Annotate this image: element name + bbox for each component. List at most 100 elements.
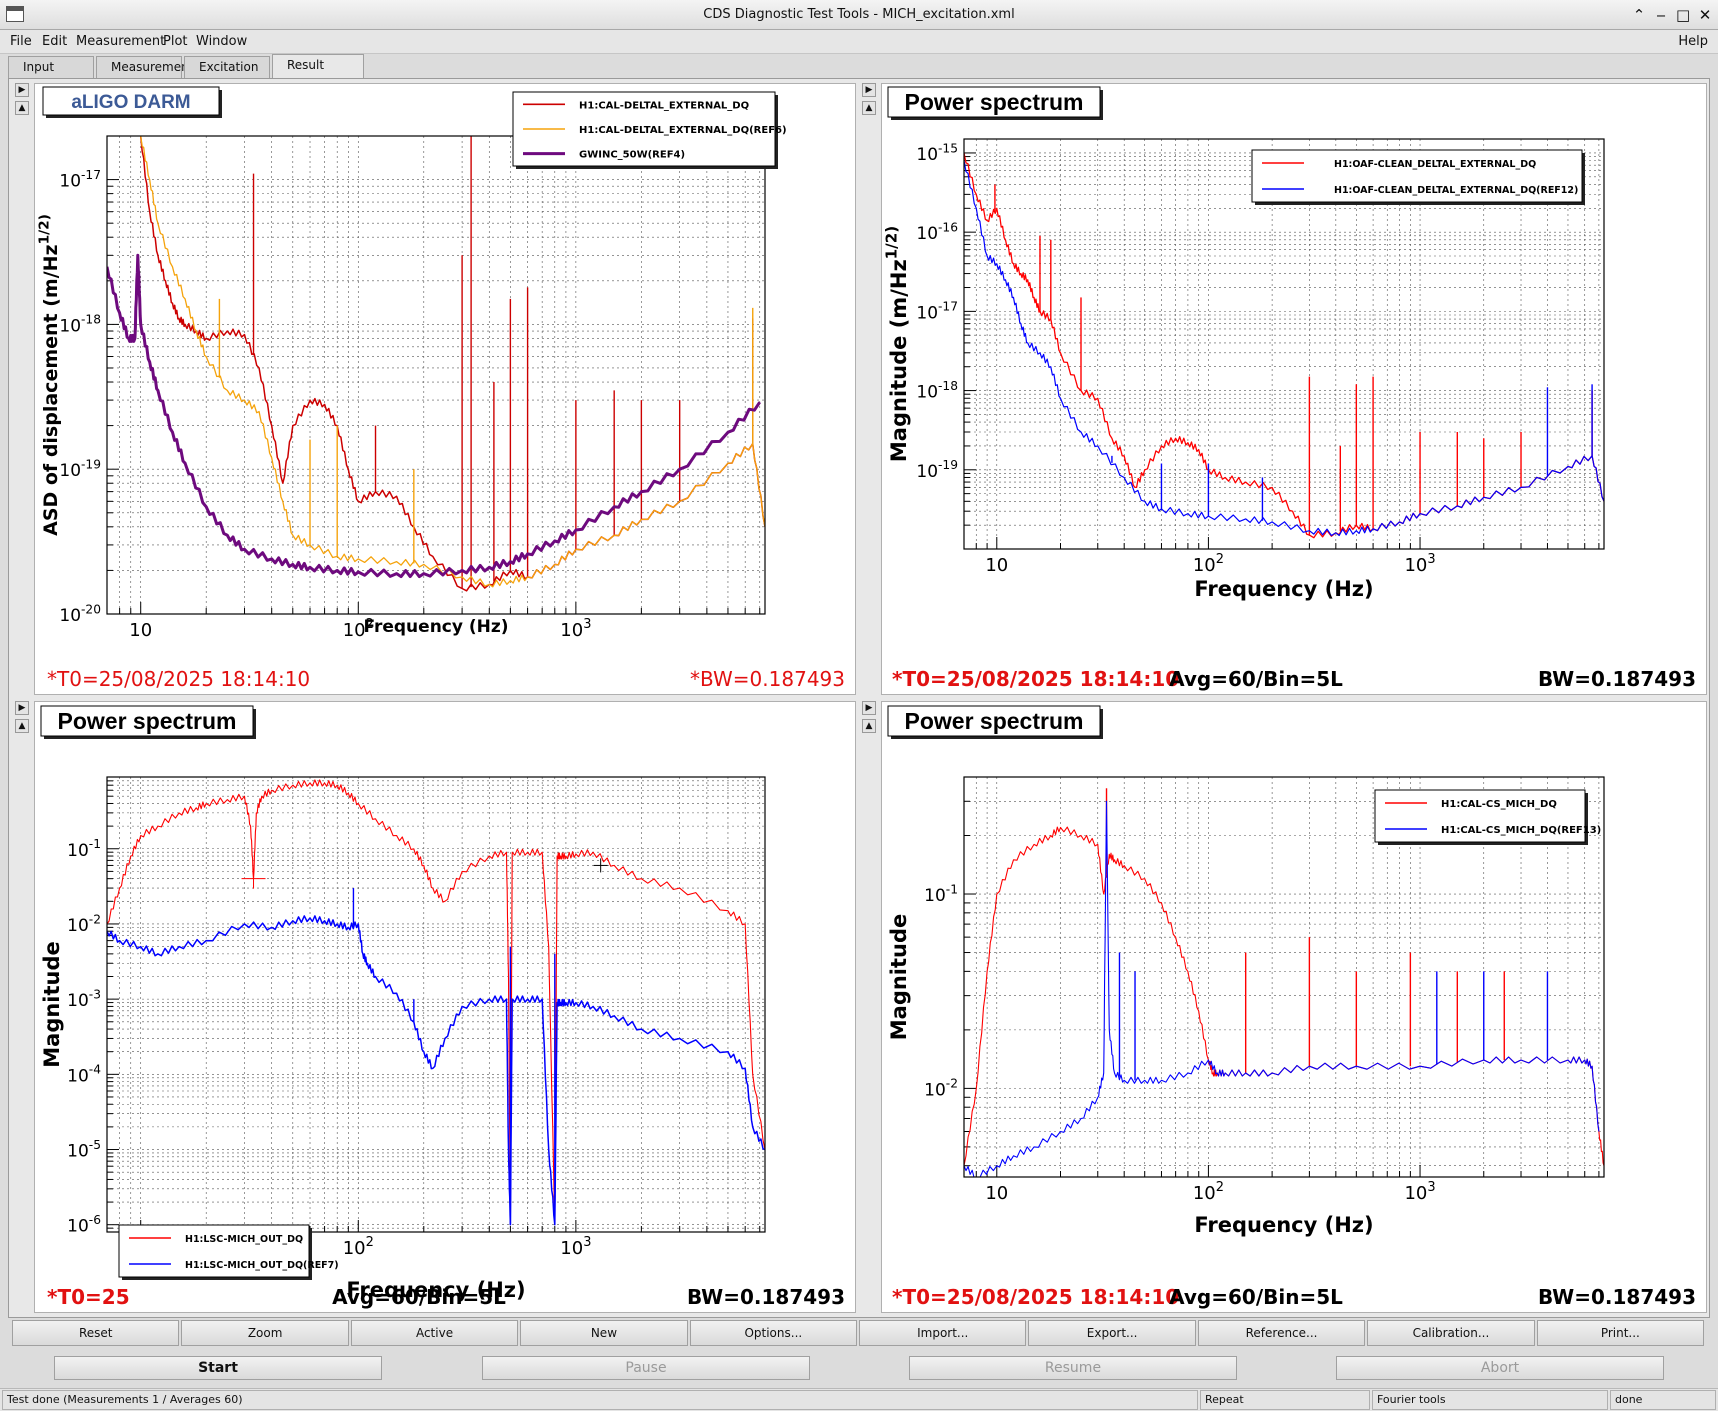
chart-power-spectrum-2[interactable]: 102 103 10-1 10-2 10-3 10-4 10-5 10-6 Frequency … <box>35 702 855 1312</box>
y-axis-label: Magnitude (m/Hz1/2) <box>883 226 911 462</box>
info-averages: Avg=60/Bin=5L <box>1169 1285 1343 1309</box>
x-tick-label: 102 <box>1193 1180 1224 1204</box>
legend-label: H1:OAF-CLEAN_DELTAL_EXTERNAL_DQ <box>1334 159 1536 170</box>
plot-frame <box>106 135 766 615</box>
x-tick-label: 102 <box>343 1235 374 1259</box>
x-tick-label: 103 <box>1404 552 1435 576</box>
scroll-arrow-icon[interactable]: ▲ <box>862 101 876 115</box>
maximize-icon[interactable]: □ <box>1676 6 1691 24</box>
legend-label: H1:CAL-CS_MICH_DQ(REF13) <box>1441 825 1601 836</box>
y-tick-label: 10-17 <box>916 300 958 324</box>
export-button[interactable]: Export... <box>1028 1320 1196 1346</box>
title-box <box>40 705 254 737</box>
tab-input[interactable]: Input <box>8 56 94 78</box>
x-tick-label: 10 <box>985 1183 1008 1204</box>
pause-button[interactable]: Pause <box>482 1356 810 1380</box>
chart-power-spectrum-1[interactable]: 10 102 103 10-15 10-16 10-17 10-18 10-19 Frequen… <box>882 84 1706 694</box>
active-button[interactable]: Active <box>350 1320 519 1346</box>
plot-pane-3: 102 103 10-1 10-2 10-3 10-4 10-5 10-6 Frequency … <box>34 701 856 1313</box>
reset-button[interactable]: Reset <box>12 1320 180 1346</box>
reference-button[interactable]: Reference... <box>1197 1320 1366 1346</box>
scroll-arrow-icon[interactable]: ▲ <box>15 719 29 733</box>
title-box <box>887 705 1101 737</box>
status-tool: Fourier tools <box>1372 1390 1608 1410</box>
series-line <box>964 160 1604 537</box>
legend-label: H1:LSC-MICH_OUT_DQ <box>185 1234 303 1245</box>
y-tick-label: 10-1 <box>67 837 101 861</box>
info-bandwidth: BW=0.187493 <box>1538 1285 1696 1309</box>
plot-button-row: Reset Zoom Active New Options... Import.… <box>12 1320 1706 1348</box>
menu-measurement[interactable]: Measurement <box>76 34 166 49</box>
close-icon[interactable]: ✕ <box>1698 6 1712 24</box>
x-tick-label: 10 <box>129 620 152 641</box>
measurement-control-row: Start Pause Resume Abort <box>12 1352 1706 1384</box>
import-button[interactable]: Import... <box>859 1320 1027 1346</box>
menu-edit[interactable]: Edit <box>42 34 68 49</box>
y-tick-label: 10-20 <box>59 602 101 626</box>
info-bandwidth: *BW=0.187493 <box>690 667 845 691</box>
tab-measurement[interactable]: Measurement <box>96 56 193 78</box>
print-button[interactable]: Print... <box>1536 1320 1705 1346</box>
x-tick-label: 103 <box>560 1235 591 1259</box>
start-button[interactable]: Start <box>54 1356 382 1380</box>
minimize-icon[interactable]: ‒ <box>1656 6 1666 24</box>
scroll-arrow-icon[interactable]: ▲ <box>862 719 876 733</box>
info-t0: *T0=25/08/2025 18:14:10 <box>47 667 310 691</box>
abort-button[interactable]: Abort <box>1336 1356 1664 1380</box>
zoom-button[interactable]: Zoom <box>181 1320 349 1346</box>
info-t0: *T0=25 <box>47 1285 130 1309</box>
title-box <box>887 86 1101 118</box>
series-3 <box>107 253 761 579</box>
collapse-icon[interactable]: ⌃ <box>1632 6 1646 24</box>
status-bar: Test done (Measurements 1 / Averages 60)… <box>0 1388 1718 1411</box>
info-averages: Avg=60/Bin=5L <box>332 1285 506 1309</box>
y-tick-label: 10-17 <box>59 168 101 192</box>
series-2 <box>140 136 765 588</box>
y-tick-label: 10-2 <box>67 912 101 936</box>
grid <box>106 776 765 1233</box>
new-button[interactable]: New <box>520 1320 688 1346</box>
expand-arrow-icon[interactable]: ▶ <box>15 83 29 97</box>
status-state: done <box>1610 1390 1716 1410</box>
plot-area <box>964 139 1604 549</box>
series-2 <box>107 888 765 1226</box>
info-t0: *T0=25/08/2025 18:14:10 <box>892 667 1179 691</box>
series-line <box>107 253 761 579</box>
plot-pane-4: 10 102 103 10-1 10-2 Frequency (Hz) Magnitude P… <box>881 701 1707 1313</box>
y-tick-label: 10-5 <box>67 1138 101 1162</box>
legend-label: H1:OAF-CLEAN_DELTAL_EXTERNAL_DQ(REF12) <box>1334 185 1578 196</box>
y-tick-label: 10-16 <box>916 221 958 245</box>
y-tick-label: 10-6 <box>67 1213 101 1237</box>
y-axis-label: ASD of displacement (m/Hz1/2) <box>36 214 62 536</box>
chart-title: Power spectrum <box>905 708 1084 734</box>
resume-button[interactable]: Resume <box>909 1356 1237 1380</box>
y-axis-label: Magnitude <box>887 914 911 1041</box>
x-axis-label: Frequency (Hz) <box>1194 577 1373 601</box>
menu-file[interactable]: File <box>10 34 32 49</box>
expand-arrow-icon[interactable]: ▶ <box>862 83 876 97</box>
tab-result[interactable]: Result <box>272 54 364 78</box>
y-tick-label: 10-19 <box>59 458 101 482</box>
menu-window[interactable]: Window <box>196 34 248 49</box>
app-icon[interactable] <box>6 6 24 22</box>
info-t0: *T0=25/08/2025 18:14:10 <box>892 1285 1179 1309</box>
menu-help[interactable]: Help <box>1678 34 1708 49</box>
info-averages: Avg=60/Bin=5L <box>1169 667 1343 691</box>
expand-arrow-icon[interactable]: ▶ <box>15 701 29 715</box>
plot-pane-2: 10 102 103 10-15 10-16 10-17 10-18 10-19 Frequen… <box>881 83 1707 695</box>
x-tick-label: 102 <box>1193 552 1224 576</box>
tab-excitation[interactable]: Excitation <box>184 56 270 78</box>
chart-aligo-darm[interactable]: 10 102 103 10-17 10-18 10-19 10-20 Frequency (H… <box>35 84 855 694</box>
menu-plot[interactable]: Plot <box>163 34 188 49</box>
menu-bar: File Edit Measurement Plot Window Help <box>0 30 1718 54</box>
options-button[interactable]: Options... <box>689 1320 858 1346</box>
chart-title: aLIGO DARM <box>71 92 190 113</box>
calibration-button[interactable]: Calibration... <box>1367 1320 1535 1346</box>
chart-power-spectrum-3[interactable]: 10 102 103 10-1 10-2 Frequency (Hz) Magnitude P… <box>882 702 1706 1312</box>
legend-label: H1:CAL-CS_MICH_DQ <box>1441 799 1557 810</box>
plot-area <box>107 777 765 1232</box>
scroll-arrow-icon[interactable]: ▲ <box>15 101 29 115</box>
info-bandwidth: BW=0.187493 <box>1538 667 1696 691</box>
y-tick-label: 10-3 <box>67 987 101 1011</box>
expand-arrow-icon[interactable]: ▶ <box>862 701 876 715</box>
